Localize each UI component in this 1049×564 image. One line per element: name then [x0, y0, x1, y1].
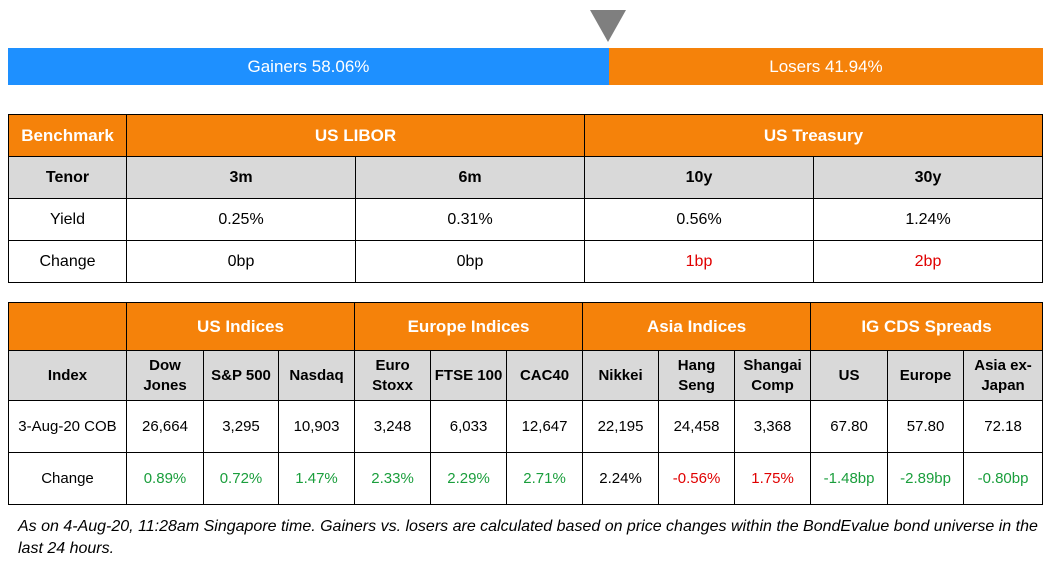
yield-cell: 0.56%	[584, 198, 814, 241]
index-change: 2.29%	[430, 452, 508, 505]
index-value: 3,248	[354, 400, 432, 453]
index-column-header: Hang Seng	[658, 350, 736, 401]
index-value: 26,664	[126, 400, 204, 453]
index-change: 0.89%	[126, 452, 204, 505]
index-value: 22,195	[582, 400, 660, 453]
change-cell: 0bp	[126, 240, 356, 283]
change-label: Change	[8, 452, 127, 505]
footnote: As on 4-Aug-20, 11:28am Singapore time. …	[18, 518, 1038, 557]
index-column-header: US	[810, 350, 889, 401]
benchmark-header: Benchmark	[8, 114, 127, 157]
index-column-header: Nikkei	[582, 350, 660, 401]
index-column-header: Dow Jones	[126, 350, 204, 401]
index-change: 2.71%	[506, 452, 584, 505]
index-change: -2.89bp	[887, 452, 965, 505]
index-column-header: Nasdaq	[277, 350, 356, 401]
index-column-header: Euro Stoxx	[354, 350, 432, 401]
asia-indices-header: Asia Indices	[582, 302, 812, 351]
index-value: 3,295	[203, 400, 279, 453]
index-value: 10,903	[277, 400, 356, 453]
index-value: 3,368	[734, 400, 812, 453]
us-libor-header: US LIBOR	[126, 114, 585, 157]
index-change: 2.33%	[354, 452, 432, 505]
gainers-segment: Gainers 58.06%	[8, 48, 609, 85]
index-value: 24,458	[658, 400, 736, 453]
change-cell: 0bp	[355, 240, 585, 283]
rates-table: Benchmark US LIBOR US Treasury Tenor 3m …	[8, 114, 1043, 283]
index-label: Index	[8, 350, 127, 401]
blank-header-cell	[8, 302, 127, 351]
tenor-cell: 3m	[126, 156, 356, 199]
date-label: 3-Aug-20 COB	[8, 400, 127, 453]
index-change: -0.80bp	[963, 452, 1043, 505]
us-treasury-header: US Treasury	[584, 114, 1043, 157]
index-value: 6,033	[430, 400, 508, 453]
yield-label: Yield	[8, 198, 127, 241]
index-change: 0.72%	[203, 452, 279, 505]
index-column-header: Shangai Comp	[734, 350, 812, 401]
index-value: 67.80	[810, 400, 889, 453]
change-cell: 1bp	[584, 240, 814, 283]
yield-cell: 0.31%	[355, 198, 585, 241]
tenor-cell: 30y	[813, 156, 1043, 199]
ig-cds-spreads-header: IG CDS Spreads	[810, 302, 1043, 351]
tenor-label: Tenor	[8, 156, 127, 199]
change-cell: 2bp	[813, 240, 1043, 283]
yield-cell: 0.25%	[126, 198, 356, 241]
index-change: 2.24%	[582, 452, 660, 505]
index-column-header: CAC40	[506, 350, 584, 401]
index-column-header: Europe	[887, 350, 965, 401]
tenor-cell: 6m	[355, 156, 585, 199]
index-value: 12,647	[506, 400, 584, 453]
index-change: -1.48bp	[810, 452, 889, 505]
index-value: 57.80	[887, 400, 965, 453]
index-change: 1.47%	[277, 452, 356, 505]
index-column-header: Asia ex-Japan	[963, 350, 1043, 401]
gainers-losers-bar: Gainers 58.06% Losers 41.94%	[8, 48, 1043, 85]
indices-table: US Indices Europe Indices Asia Indices I…	[8, 302, 1043, 505]
us-indices-header: US Indices	[125, 302, 356, 351]
europe-indices-header: Europe Indices	[354, 302, 584, 351]
tenor-cell: 10y	[584, 156, 814, 199]
index-value: 72.18	[963, 400, 1043, 453]
index-column-header: FTSE 100	[430, 350, 508, 401]
yield-cell: 1.24%	[813, 198, 1043, 241]
marker-triangle-icon	[590, 10, 626, 42]
losers-segment: Losers 41.94%	[608, 48, 1043, 85]
change-label: Change	[8, 240, 127, 283]
index-change: 1.75%	[734, 452, 812, 505]
index-change: -0.56%	[658, 452, 736, 505]
index-column-header: S&P 500	[203, 350, 279, 401]
